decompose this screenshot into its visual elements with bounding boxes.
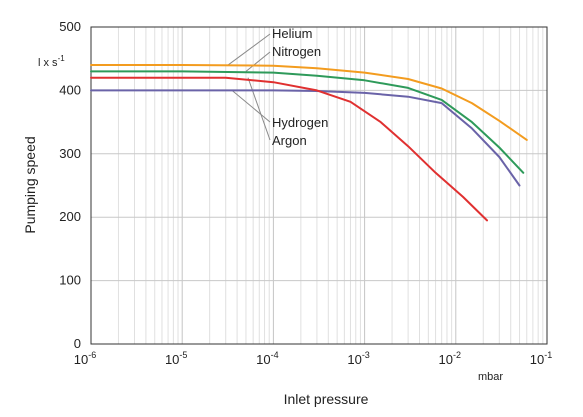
plot-area [91, 27, 547, 344]
y-tick-label: 300 [59, 146, 81, 161]
x-tick-base: 10 [256, 352, 270, 367]
legend: Helium Nitrogen Hydrogen Argon [272, 26, 328, 148]
x-tick-label: 10-5 [165, 350, 187, 367]
legend-leader-hydrogen [231, 90, 271, 123]
x-tick-label: 10-4 [256, 350, 278, 367]
y-unit-text: l x s [38, 57, 58, 69]
y-tick-label: 400 [59, 82, 81, 97]
x-tick-label: 10-6 [74, 350, 96, 367]
legend-label-helium: Helium [272, 26, 312, 41]
x-tick-exponent: -5 [179, 350, 187, 360]
x-tick-base: 10 [530, 352, 544, 367]
y-tick-label: 0 [74, 336, 81, 351]
y-tick-label: 500 [59, 19, 81, 34]
x-tick-exponent: -1 [544, 350, 552, 360]
x-tick-label: 10-3 [347, 350, 369, 367]
legend-leaders [227, 33, 271, 141]
legend-leader-nitrogen [245, 51, 271, 72]
legend-leader-argon [247, 77, 271, 141]
x-tick-exponent: -6 [88, 350, 96, 360]
x-axis-label: Inlet pressure [284, 391, 369, 407]
y-unit-label: l x s-1 [38, 54, 65, 69]
y-unit-exponent: -1 [58, 54, 66, 63]
series-line-argon [90, 76, 488, 222]
x-tick-exponent: -3 [362, 350, 370, 360]
y-tick-label: 200 [59, 209, 81, 224]
series-line-hydrogen [90, 89, 521, 187]
x-unit-label: mbar [478, 371, 503, 383]
legend-leader-helium [227, 33, 271, 66]
legend-label-nitrogen: Nitrogen [272, 44, 321, 59]
x-tick-base: 10 [165, 352, 179, 367]
x-tick-label: 10-1 [530, 350, 552, 367]
legend-label-argon: Argon [272, 133, 307, 148]
x-tick-base: 10 [74, 352, 88, 367]
y-tick-labels: 0 100 200 300 400 500 [59, 19, 81, 351]
series-lines [90, 64, 528, 222]
legend-label-hydrogen: Hydrogen [272, 115, 328, 130]
series-line-helium [90, 64, 528, 141]
x-tick-exponent: -2 [453, 350, 461, 360]
plot-frame [90, 26, 548, 345]
x-tick-label: 10-2 [439, 350, 461, 367]
y-tick-label: 100 [59, 273, 81, 288]
x-tick-base: 10 [347, 352, 361, 367]
x-tick-labels: 10-6 10-5 10-4 10-3 10-2 10-1 [74, 350, 552, 367]
series-line-nitrogen [90, 70, 525, 174]
x-tick-base: 10 [439, 352, 453, 367]
y-axis-label: Pumping speed [22, 136, 38, 233]
x-tick-exponent: -4 [271, 350, 279, 360]
